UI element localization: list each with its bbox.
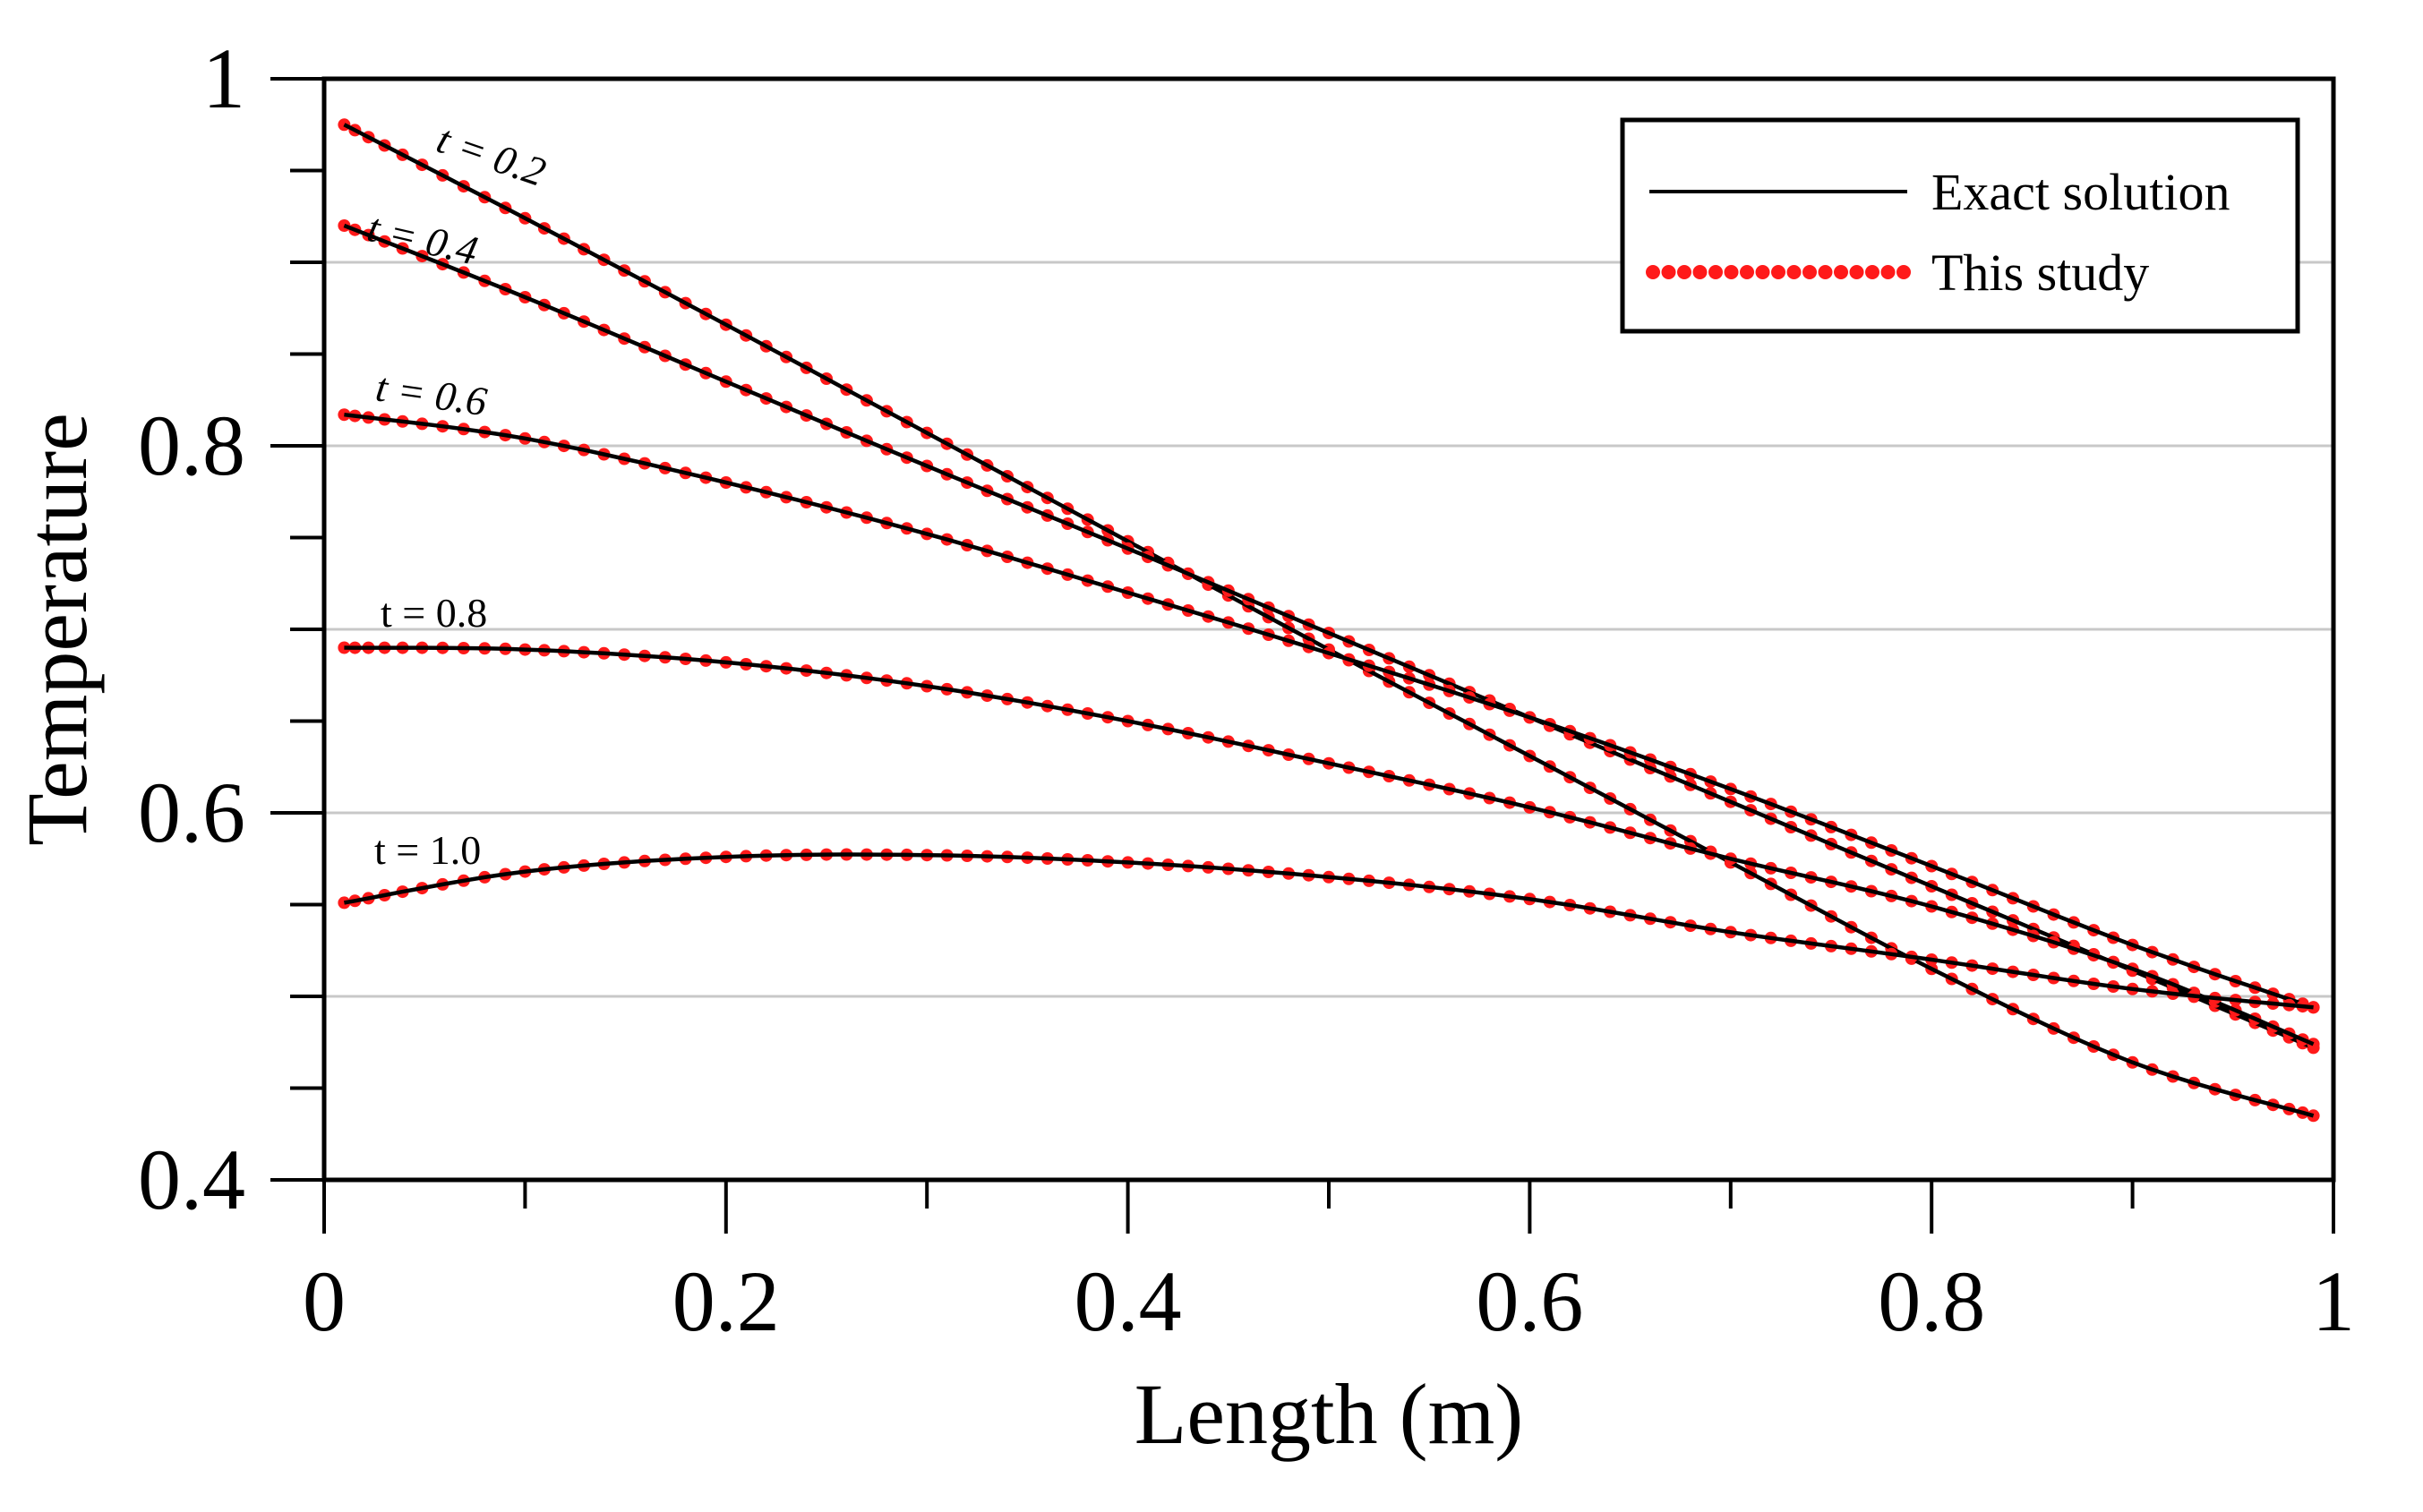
legend-marker — [1646, 265, 1660, 279]
legend-marker — [1677, 265, 1691, 279]
legend-marker — [1865, 265, 1879, 279]
tick-labels: 0 0.2 0.4 0.6 0.8 1 0.4 0.6 0.8 1 — [138, 30, 2355, 1349]
y-tick-label: 1 — [202, 30, 245, 126]
legend-label-exact: Exact solution — [1931, 163, 2230, 221]
legend-box — [1620, 117, 2300, 334]
x-tick-label: 0.8 — [1878, 1253, 1985, 1349]
legend-label-study: This study — [1931, 243, 2149, 302]
y-tick-label: 0.8 — [138, 397, 245, 493]
legend-marker — [1755, 265, 1770, 279]
exact-line — [343, 223, 2315, 1050]
legend-marker — [1692, 265, 1708, 279]
series-t-0-8 — [338, 641, 2320, 1051]
y-tick-label: 0.4 — [138, 1132, 245, 1227]
legend-marker — [1708, 265, 1723, 279]
legend-marker — [1724, 265, 1739, 279]
legend-marker — [1834, 265, 1848, 279]
series-t-0-6 — [338, 408, 2320, 1014]
x-tick-label: 0.4 — [1075, 1253, 1182, 1349]
curve-label: t = 1.0 — [374, 827, 481, 873]
series-t-1-0 — [338, 848, 2320, 1014]
legend-marker — [1740, 265, 1754, 279]
exact-line — [344, 852, 2314, 1010]
legend-marker — [1880, 265, 1896, 279]
legend-marker — [1849, 265, 1864, 279]
legend: Exact solution This study — [1620, 117, 2300, 334]
x-axis-title: Length (m) — [1134, 1366, 1524, 1462]
exact-line — [344, 412, 2315, 1010]
y-axis-title: Temperature — [9, 413, 105, 846]
legend-marker — [1896, 265, 1911, 279]
curve-label: t = 0.8 — [381, 590, 487, 636]
y-tick-label: 0.6 — [138, 765, 245, 860]
legend-marker — [1818, 265, 1833, 279]
x-tick-label: 0 — [303, 1253, 346, 1349]
legend-study-swatch — [1646, 265, 1911, 279]
legend-marker — [1786, 265, 1802, 279]
axis-ticks — [270, 77, 2335, 1234]
legend-marker — [1771, 265, 1785, 279]
x-tick-label: 0.6 — [1476, 1253, 1583, 1349]
legend-marker — [1661, 265, 1676, 279]
series-group — [338, 118, 2320, 1123]
x-tick-label: 0.2 — [672, 1253, 780, 1349]
exact-line — [344, 645, 2315, 1046]
legend-marker — [1802, 265, 1817, 279]
x-tick-label: 1 — [2312, 1253, 2355, 1349]
